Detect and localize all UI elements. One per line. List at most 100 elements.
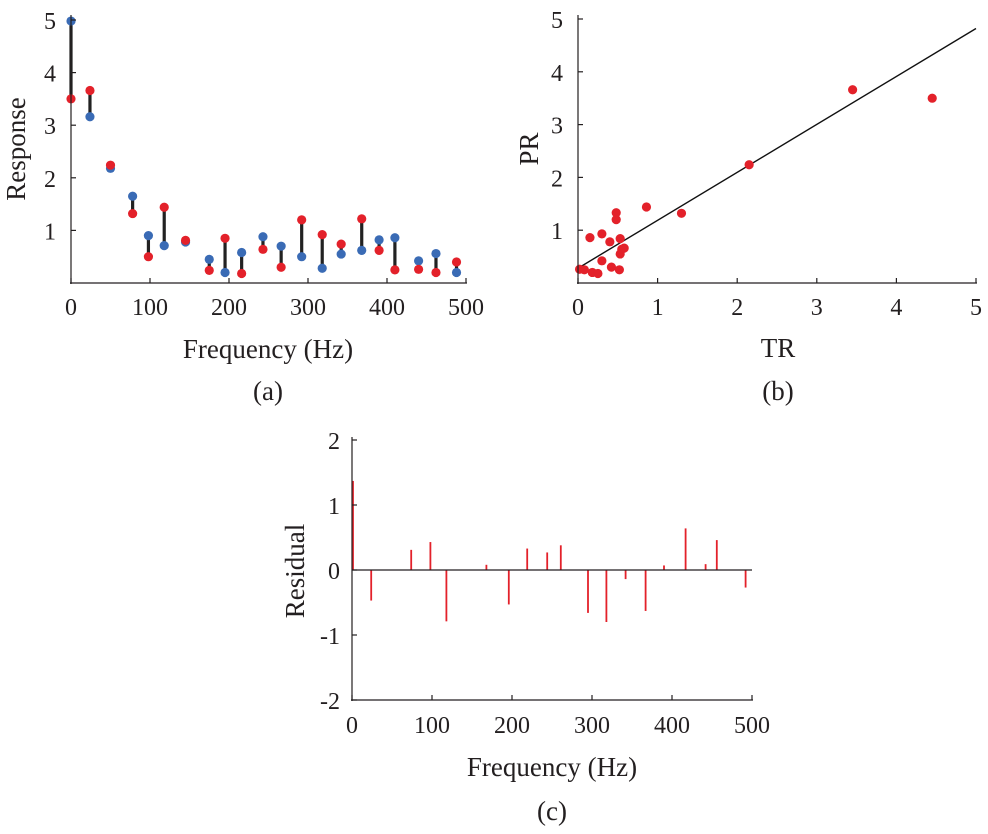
panel-b-point [593, 268, 603, 279]
panel-a-blue-point [374, 235, 384, 245]
panel-a-blue-point [431, 248, 441, 259]
panel-a-red-point [451, 257, 462, 267]
panel-b-x-tick-label: 5 [970, 295, 982, 321]
panel-a-points [66, 16, 462, 279]
panel-b-x-tick-label: 1 [652, 295, 664, 321]
panel-b-points [574, 85, 937, 279]
panel-b-xlabel: TR [761, 333, 796, 363]
panel-b-point [848, 85, 858, 95]
panel-a-red-point [276, 262, 286, 272]
panel-b-axes: 1 2 3 4 5 0 1 2 3 4 5 [551, 8, 982, 321]
panel-a-blue-point [159, 241, 169, 251]
panel-a-x-tick-label: 300 [290, 295, 326, 321]
panel-c-x-tick-label: 500 [734, 713, 770, 739]
panel-a-blue-point [128, 191, 138, 201]
panel-a-red-point [128, 208, 138, 219]
panel-b-y-tick-label: 4 [551, 61, 563, 87]
panel-c-y-tick-label: 2 [328, 429, 340, 455]
panel-a-x-tick-label: 100 [132, 295, 168, 321]
panel-a-red-point [390, 265, 400, 275]
panel-a-red-point [258, 244, 268, 254]
panel-a-blue-point [451, 267, 462, 278]
panel-a-red-point [431, 267, 441, 278]
panel-a-red-point [105, 160, 116, 170]
panel-c-y-tick-label: -1 [320, 624, 340, 650]
panel-c-axes: -2 -1 0 1 2 0 100 200 300 400 500 [320, 429, 770, 739]
panel-a-red-point [336, 239, 346, 249]
panel-a-blue-point [204, 254, 214, 264]
panel-a-blue-point [390, 233, 400, 243]
panel-b-point [579, 265, 589, 275]
panel-b-point [641, 202, 652, 212]
panel-a-ylabel: Response [1, 97, 31, 201]
panel-a-y-tick-label: 3 [44, 114, 56, 140]
panel-b-caption: (b) [762, 376, 793, 406]
panel-c-x-tick-label: 300 [574, 713, 610, 739]
panel-a-blue-point [297, 252, 307, 262]
panel-c-y-tick-label: -2 [320, 689, 340, 715]
panel-a-blue-point [357, 245, 367, 255]
panel-a-red-point [180, 235, 191, 245]
panel-b-point [927, 93, 937, 103]
panel-b-point [744, 160, 754, 170]
panel-b-point [585, 232, 595, 243]
panel-a-red-point [317, 230, 327, 240]
panel-b-point [615, 234, 625, 244]
panel-c-x-tick-label: 0 [346, 713, 358, 739]
panel-a-red-point [143, 252, 154, 262]
panel-b-point [676, 208, 687, 218]
panel-a-red-point [237, 268, 247, 279]
panel-a-red-point [220, 233, 230, 243]
panel-b-x-tick-label: 4 [890, 295, 902, 321]
panel-a-red-point [204, 265, 214, 275]
panel-a-y-tick-label: 4 [44, 62, 56, 88]
panel-a-red-point [357, 214, 367, 224]
panel-b-point [614, 265, 624, 275]
panel-b-point [606, 262, 617, 272]
panel-a-caption: (a) [253, 376, 283, 406]
panel-b-x-tick-label: 3 [811, 295, 823, 321]
panel-a-y-tick-label: 5 [44, 9, 56, 35]
panel-a-axes: 1 2 3 4 5 0 100 200 300 400 500 [44, 9, 484, 321]
panel-a-x-tick-label: 0 [65, 295, 77, 321]
panel-a-xlabel: Frequency (Hz) [183, 334, 353, 364]
panel-c-x-tick-label: 200 [494, 713, 530, 739]
panel-b-point [611, 208, 621, 218]
panel-b-point [611, 215, 621, 225]
panel-a-blue-point [317, 263, 327, 273]
panel-a-red-point [297, 215, 307, 225]
panel-c-x-tick-label: 100 [414, 713, 450, 739]
panel-a-y-tick-label: 2 [44, 167, 56, 193]
panel-a-red-point [85, 85, 95, 96]
panel-b-x-tick-label: 0 [572, 295, 584, 321]
panel-a-blue-point [237, 247, 247, 258]
panel-a-red-point [159, 202, 169, 212]
panel-a-red-point [374, 245, 384, 255]
panel-b-fit-line [577, 27, 977, 269]
panel-c-y-tick-label: 0 [328, 559, 340, 585]
panel-b-y-tick-label: 2 [551, 166, 563, 192]
panel-b-y-tick-label: 3 [551, 114, 563, 140]
panel-a-blue-point [414, 256, 424, 266]
panel-b-fit-line-segment [577, 27, 977, 269]
panel-c-y-tick-label: 1 [328, 494, 340, 520]
panel-b-point [597, 256, 607, 266]
panel-a-red-point [414, 264, 424, 274]
panel-b-x-tick-label: 2 [731, 295, 743, 321]
panel-a-response: 1 2 3 4 5 0 100 200 300 400 500 Frequency (Hz) Res… [1, 9, 484, 406]
panel-c-caption: (c) [537, 796, 567, 826]
panel-a-blue-point [143, 231, 154, 241]
panel-c-x-tick-label: 400 [654, 713, 690, 739]
panel-a-blue-point [276, 241, 286, 251]
panel-b-y-tick-label: 5 [551, 8, 563, 34]
panel-c-bars [352, 480, 747, 622]
panel-a-x-tick-label: 200 [211, 295, 247, 321]
panel-b-point [605, 237, 615, 247]
panel-a-blue-point [220, 267, 230, 278]
panel-a-x-tick-label: 400 [369, 295, 405, 321]
panel-a-blue-point [85, 112, 95, 122]
panel-c-residual: -2 -1 0 1 2 0 100 200 300 400 500 Frequency (Hz) R… [280, 429, 770, 826]
panel-b-pr-vs-tr: 1 2 3 4 5 0 1 2 3 4 5 TR PR (b) [514, 8, 982, 406]
panel-a-y-tick-label: 1 [44, 219, 56, 245]
